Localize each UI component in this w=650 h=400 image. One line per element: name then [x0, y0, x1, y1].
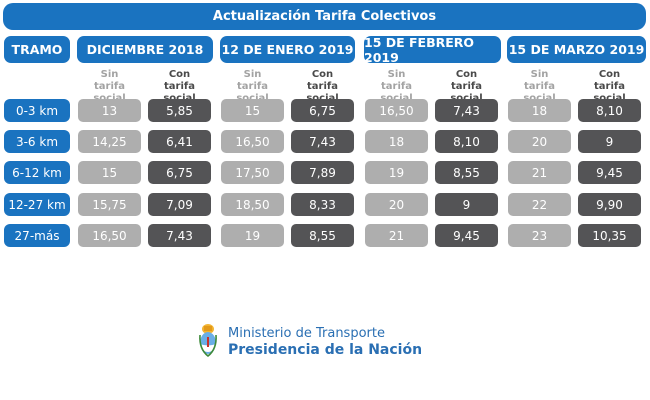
subheader-line: Con	[455, 69, 478, 80]
fare-cell-sin-tarifa-social: 20	[508, 130, 571, 153]
tramo-label: 6-12 km	[4, 161, 70, 184]
subheader-line: Con	[311, 69, 334, 80]
fare-cell-sin-tarifa-social: 18	[365, 130, 428, 153]
fare-cell-con-tarifa-social: 9,45	[435, 224, 498, 247]
fare-cell-sin-tarifa-social: 23	[508, 224, 571, 247]
fare-cell-con-tarifa-social: 7,43	[291, 130, 354, 153]
subheader-line: tarifa social	[380, 81, 412, 104]
fare-cell-sin-tarifa-social: 15,75	[78, 193, 141, 216]
fare-cell-sin-tarifa-social: 18,50	[221, 193, 284, 216]
subheader-line: tarifa social	[236, 81, 268, 104]
subheader-line: tarifa social	[163, 81, 195, 104]
fare-cell-sin-tarifa-social: 15	[78, 161, 141, 184]
coat-of-arms-logo	[199, 324, 217, 358]
fare-cell-con-tarifa-social: 8,55	[291, 224, 354, 247]
fare-cell-sin-tarifa-social: 17,50	[221, 161, 284, 184]
tramo-label: 27-más	[4, 224, 70, 247]
fare-cell-con-tarifa-social: 7,09	[148, 193, 211, 216]
page-title: Actualización Tarifa Colectivos	[3, 3, 646, 30]
period-header: DICIEMBRE 2018	[77, 36, 213, 63]
tramo-label: 3-6 km	[4, 130, 70, 153]
period-header: 12 DE ENERO 2019	[220, 36, 355, 63]
tramo-label: 12-27 km	[4, 193, 70, 216]
subheader-line: tarifa social	[523, 81, 555, 104]
subheader-line: tarifa social	[450, 81, 482, 104]
period-header: 15 DE FEBRERO 2019	[364, 35, 501, 65]
fare-cell-sin-tarifa-social: 15	[221, 99, 284, 122]
fare-cell-con-tarifa-social: 7,89	[291, 161, 354, 184]
fare-cell-sin-tarifa-social: 14,25	[78, 130, 141, 153]
fare-cell-con-tarifa-social: 6,75	[291, 99, 354, 122]
fare-cell-con-tarifa-social: 8,10	[578, 99, 641, 122]
subheader-line: Sin	[100, 69, 119, 80]
fare-cell-con-tarifa-social: 6,75	[148, 161, 211, 184]
subheader-line: Sin	[243, 69, 262, 80]
fare-cell-con-tarifa-social: 8,10	[435, 130, 498, 153]
fare-cell-con-tarifa-social: 8,33	[291, 193, 354, 216]
tramo-label: 0-3 km	[4, 99, 70, 122]
fare-cell-sin-tarifa-social: 16,50	[221, 130, 284, 153]
fare-cell-con-tarifa-social: 9,45	[578, 161, 641, 184]
subheader-line: Con	[598, 69, 621, 80]
fare-cell-sin-tarifa-social: 21	[508, 161, 571, 184]
tramo-header: TRAMO	[4, 36, 70, 63]
subheader-line: Sin	[530, 69, 549, 80]
fare-cell-sin-tarifa-social: 21	[365, 224, 428, 247]
fare-cell-sin-tarifa-social: 20	[365, 193, 428, 216]
fare-cell-sin-tarifa-social: 16,50	[78, 224, 141, 247]
subheader-line: tarifa social	[593, 81, 625, 104]
fare-cell-sin-tarifa-social: 18	[508, 99, 571, 122]
subheader-line: Con	[168, 69, 191, 80]
org-line-ministry: Ministerio de Transporte	[228, 326, 385, 341]
fare-cell-con-tarifa-social: 9	[435, 193, 498, 216]
fare-cell-con-tarifa-social: 6,41	[148, 130, 211, 153]
fare-cell-con-tarifa-social: 8,55	[435, 161, 498, 184]
period-header: 15 DE MARZO 2019	[507, 36, 646, 63]
fare-cell-con-tarifa-social: 5,85	[148, 99, 211, 122]
fare-cell-con-tarifa-social: 9,90	[578, 193, 641, 216]
subheader-line: tarifa social	[93, 81, 125, 104]
fare-cell-sin-tarifa-social: 19	[221, 224, 284, 247]
subheader-line: tarifa social	[306, 81, 338, 104]
org-line-presidency: Presidencia de la Nación	[228, 342, 423, 358]
fare-cell-sin-tarifa-social: 13	[78, 99, 141, 122]
fare-cell-con-tarifa-social: 7,43	[435, 99, 498, 122]
subheader-line: Sin	[387, 69, 406, 80]
fare-cell-sin-tarifa-social: 22	[508, 193, 571, 216]
fare-cell-sin-tarifa-social: 19	[365, 161, 428, 184]
fare-cell-con-tarifa-social: 10,35	[578, 224, 641, 247]
fare-cell-con-tarifa-social: 7,43	[148, 224, 211, 247]
fare-cell-con-tarifa-social: 9	[578, 130, 641, 153]
fare-cell-sin-tarifa-social: 16,50	[365, 99, 428, 122]
